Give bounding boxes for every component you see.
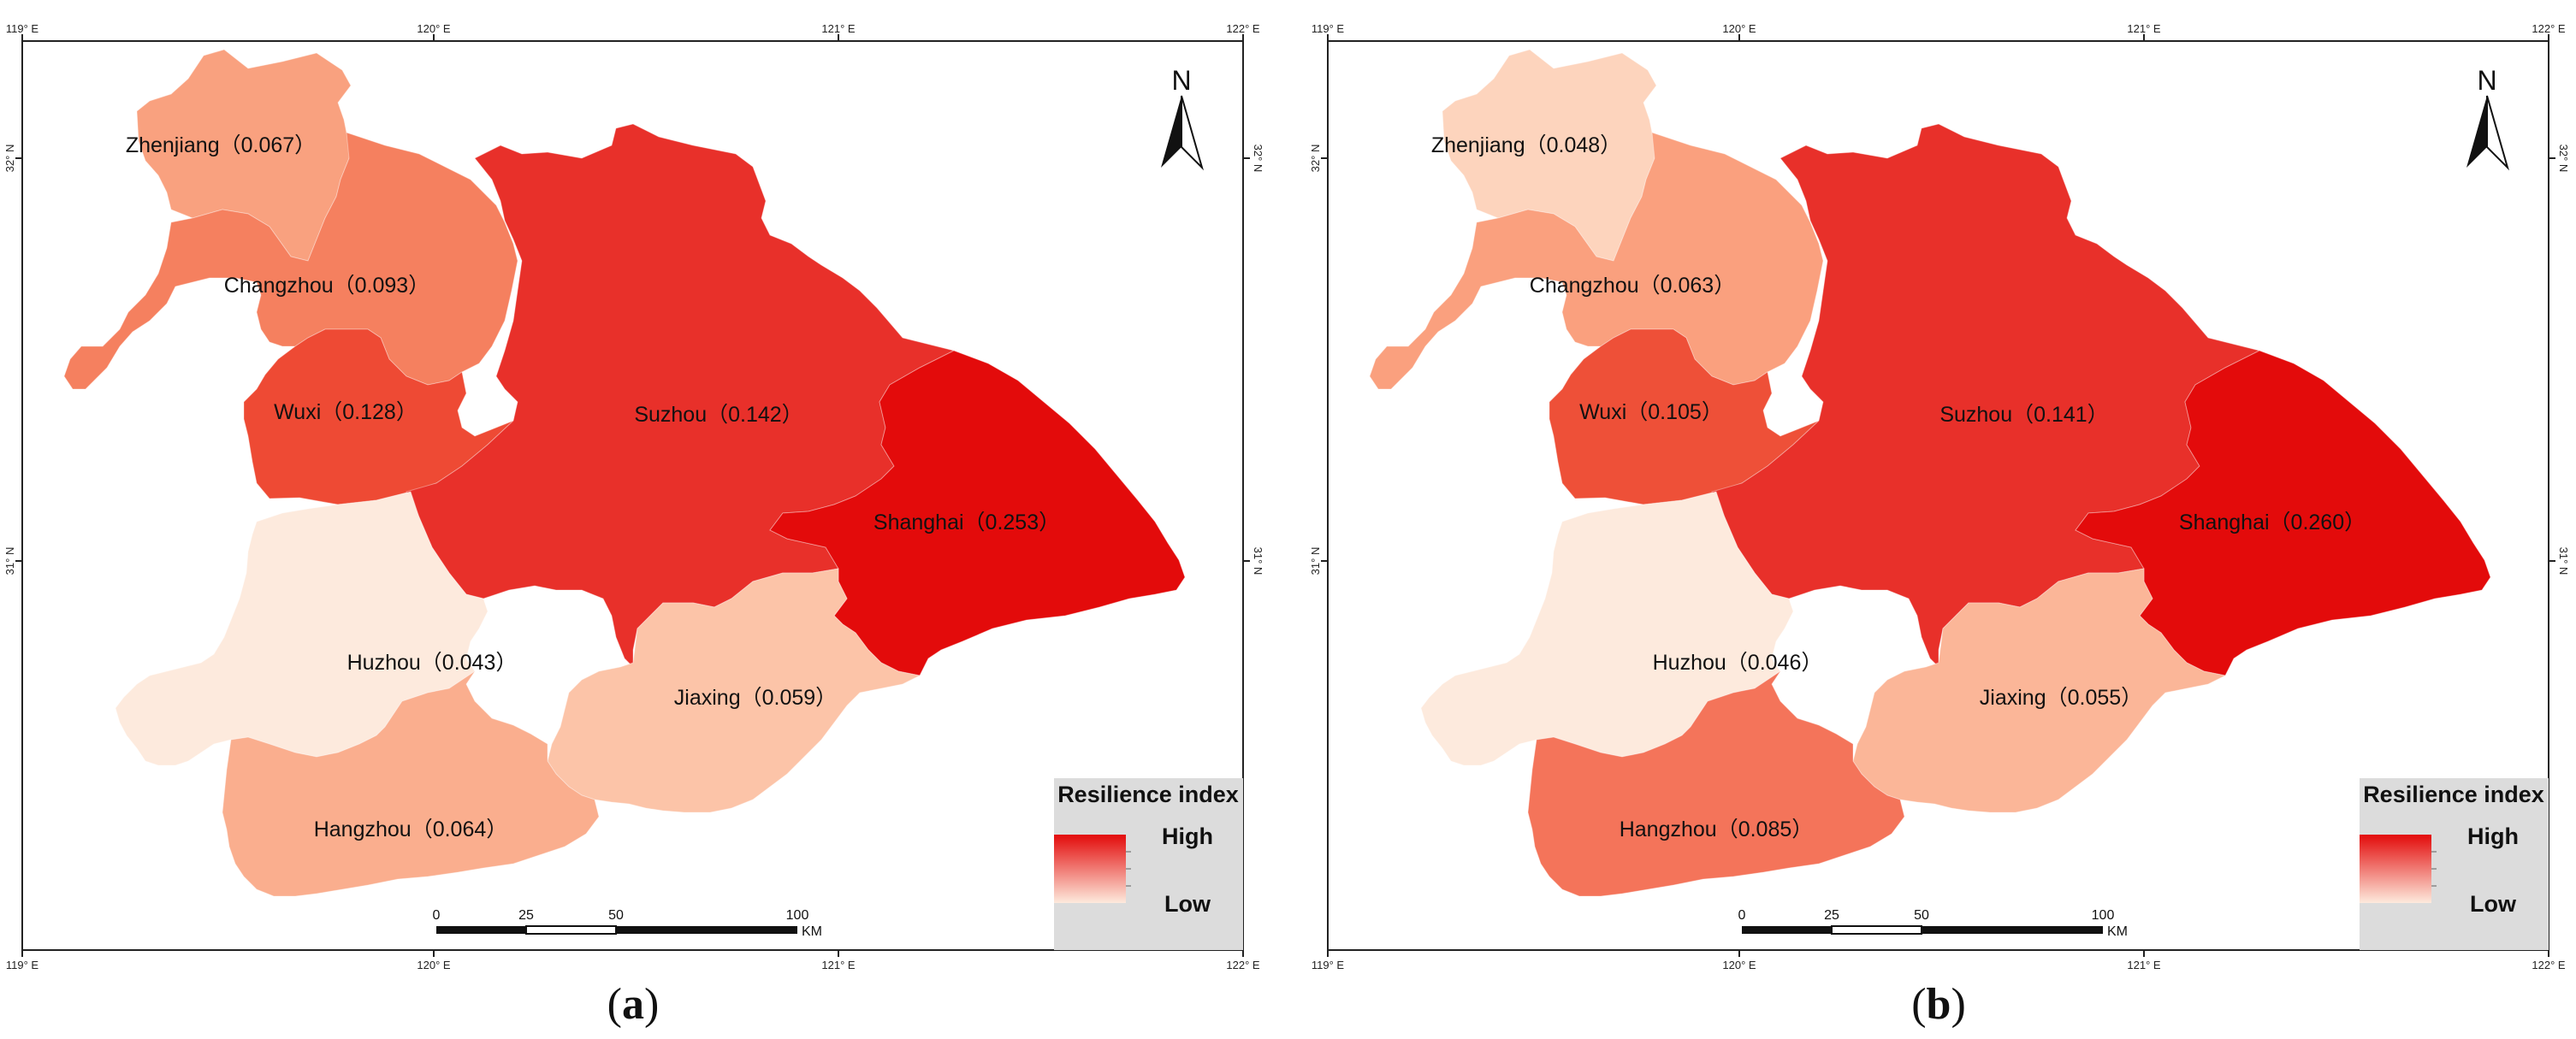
lon-label: 122° E [1226,22,1260,35]
lon-label: 119° E [1312,959,1345,971]
map-body-a: 119° E 120° E 121° E 122° E 119° E 120° … [3,22,1264,971]
legend-low-label: Low [1164,891,1211,917]
city-label-hangzhou: Hangzhou（0.064） [314,818,508,841]
lon-label: 120° E [1722,959,1756,971]
city-label-zhenjiang: Zhenjiang（0.067） [126,133,316,157]
region-changzhou [63,132,518,390]
lat-label: 32° N [2557,145,2570,173]
region-jiaxing [547,568,921,813]
city-label-suzhou: Suzhou（0.141） [1939,403,2108,427]
north-arrow: N [2466,65,2510,171]
lon-label: 121° E [2127,959,2161,971]
city-label-huzhou: Huzhou（0.043） [347,651,518,675]
lat-label: 31° N [1252,547,1264,576]
lon-label: 119° E [1312,22,1345,35]
region-jiaxing [1852,568,2227,813]
region-changzhou [1369,132,1824,390]
north-arrow-right-icon [1181,95,1205,171]
north-arrow-label: N [1171,65,1191,96]
north-arrow-left-icon [2466,96,2487,168]
legend-title: Resilience index [2363,782,2544,807]
city-label-changzhou: Changzhou（0.093） [224,274,429,298]
map-frame [1327,40,2549,951]
lon-label: 120° E [1722,22,1756,35]
lon-label: 120° E [417,22,451,35]
lon-label: 121° E [821,22,856,35]
city-label-jiaxing: Jiaxing（0.059） [674,686,837,710]
map-frame [21,40,1244,951]
north-arrow: N [1161,65,1205,171]
legend-ramp [1054,835,1126,903]
city-label-zhenjiang: Zhenjiang（0.048） [1431,133,1621,157]
lon-label: 122° E [2532,22,2566,35]
scale-tick-label: 50 [608,908,624,923]
lon-label: 119° E [6,959,39,971]
scale-tick-label: 25 [518,908,534,923]
lat-label: 31° N [2557,547,2570,576]
lat-label: 32° N [3,145,16,173]
scale-segment [1922,926,2103,934]
scale-bar: 0 25 50 100 KM [1738,908,2128,939]
map-panel-a: 119° E 120° E 121° E 122° E 119° E 120° … [3,22,1264,1029]
lon-label: 122° E [2532,959,2566,971]
map-body-b: 119° E 120° E 121° E 122° E 119° E 120° … [1309,22,2570,971]
legend-ramp [2360,835,2431,903]
lat-label: 31° N [3,547,16,576]
city-label-wuxi: Wuxi（0.105） [1579,400,1723,424]
scale-segment [525,925,617,935]
north-arrow-label: N [2477,65,2496,96]
scale-tick-label: 0 [1738,908,1746,923]
scale-tick-label: 0 [433,908,441,923]
legend: Resilience index High Low [2360,778,2549,950]
north-arrow-right-icon [2486,95,2510,171]
lon-label: 122° E [1226,959,1260,971]
city-label-suzhou: Suzhou（0.142） [634,403,802,427]
lat-label: 32° N [1309,145,1322,173]
city-label-jiaxing: Jiaxing（0.055） [1980,686,2142,710]
lon-label: 119° E [6,22,39,35]
scale-segment [616,926,797,934]
legend-title: Resilience index [1057,782,1239,807]
city-label-changzhou: Changzhou（0.063） [1530,274,1735,298]
caption-a: (a) [607,980,660,1029]
legend-high-label: High [1162,824,1213,849]
scale-tick-label: 50 [1914,908,1929,923]
region-hangzhou [1527,670,1905,897]
scale-tick-label: 25 [1824,908,1839,923]
lat-label: 32° N [1252,145,1264,173]
region-hangzhou [222,670,600,897]
map-svg-a: 119° E 120° E 121° E 122° E 119° E 120° … [3,22,1264,971]
scale-segment [1831,925,1922,935]
lon-label: 121° E [2127,22,2161,35]
city-label-wuxi: Wuxi（0.128） [274,400,417,424]
city-label-shanghai: Shanghai（0.260） [2179,511,2366,534]
city-label-hangzhou: Hangzhou（0.085） [1620,818,1814,841]
map-panel-b: 119° E 120° E 121° E 122° E 119° E 120° … [1306,0,2576,1039]
scale-bar: 0 25 50 100 KM [433,908,822,939]
map-svg-b: 119° E 120° E 121° E 122° E 119° E 120° … [1309,22,2570,971]
caption-b: (b) [1911,980,1966,1029]
legend-high-label: High [2467,824,2519,849]
lat-label: 31° N [1309,547,1322,576]
legend-low-label: Low [2470,891,2517,917]
scale-unit: KM [802,924,822,939]
city-label-huzhou: Huzhou（0.046） [1653,651,1823,675]
city-label-shanghai: Shanghai（0.253） [873,511,1060,534]
lon-label: 120° E [417,959,451,971]
north-arrow-left-icon [1161,96,1181,168]
scale-unit: KM [2107,924,2128,939]
lon-label: 121° E [821,959,856,971]
scale-tick-label: 100 [2092,908,2115,923]
scale-tick-label: 100 [786,908,809,923]
legend: Resilience index High Low [1054,778,1243,950]
